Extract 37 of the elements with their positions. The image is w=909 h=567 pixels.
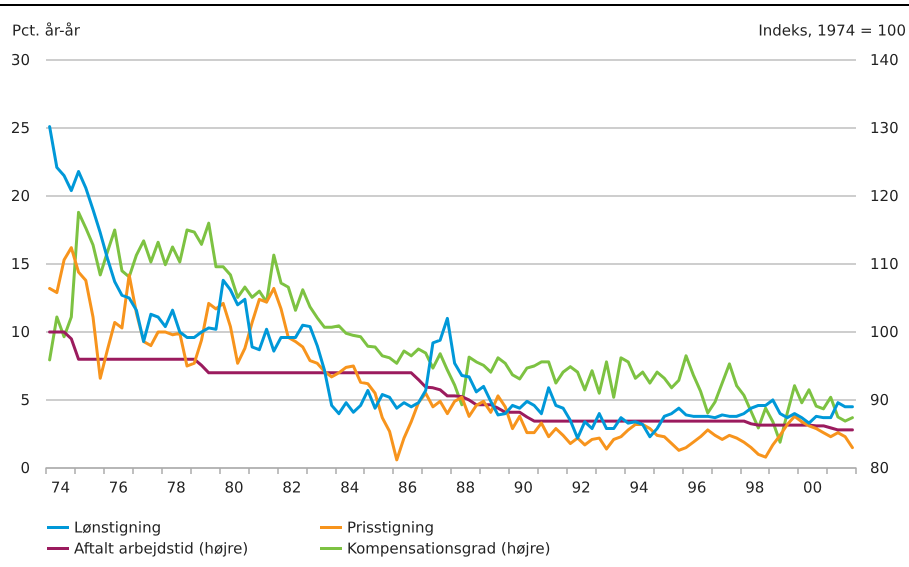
- y-tick-label: 20: [10, 187, 30, 205]
- legend-label: Kompensationsgrad (højre): [347, 540, 550, 558]
- x-tick-label: 80: [224, 478, 244, 496]
- legend-label: Lønstigning: [74, 518, 162, 536]
- y-tick-label: 5: [20, 391, 30, 409]
- y2-axis-title: Indeks, 1974 = 100: [758, 22, 906, 40]
- y2-tick-label: 80: [870, 459, 890, 477]
- y-tick-label: 15: [10, 255, 30, 273]
- x-tick-label: 76: [108, 478, 128, 496]
- line-series: [48, 246, 854, 462]
- legend-label: Prisstigning: [347, 518, 434, 536]
- y2-tick-label: 130: [870, 119, 899, 137]
- legend-label: Aftalt arbejdstid (højre): [74, 540, 248, 558]
- line-series: [48, 125, 854, 440]
- x-tick-label: 74: [50, 478, 70, 496]
- y-tick-label: 10: [10, 323, 30, 341]
- y-tick-label: 25: [10, 119, 30, 137]
- y-tick-label: 30: [10, 51, 30, 69]
- y2-tick-label: 110: [870, 255, 899, 273]
- x-tick-label: 82: [282, 478, 302, 496]
- x-tick-label: 84: [340, 478, 360, 496]
- x-tick-label: 92: [572, 478, 591, 496]
- x-tick-label: 94: [629, 478, 649, 496]
- x-tick-label: 90: [514, 478, 533, 496]
- y2-tick-label: 120: [870, 187, 899, 205]
- x-tick-label: 86: [398, 478, 418, 496]
- y-axis-title: Pct. år-år: [12, 22, 81, 40]
- x-tick-label: 96: [687, 478, 706, 496]
- x-tick-label: 88: [456, 478, 476, 496]
- x-tick-label: 00: [803, 478, 822, 496]
- line-series: [48, 210, 854, 444]
- y2-tick-label: 100: [870, 323, 899, 341]
- x-tick-label: 98: [745, 478, 764, 496]
- y-tick-label: 0: [20, 459, 30, 477]
- y2-tick-label: 140: [870, 51, 899, 69]
- x-tick-label: 78: [166, 478, 186, 496]
- y2-tick-label: 90: [870, 391, 890, 409]
